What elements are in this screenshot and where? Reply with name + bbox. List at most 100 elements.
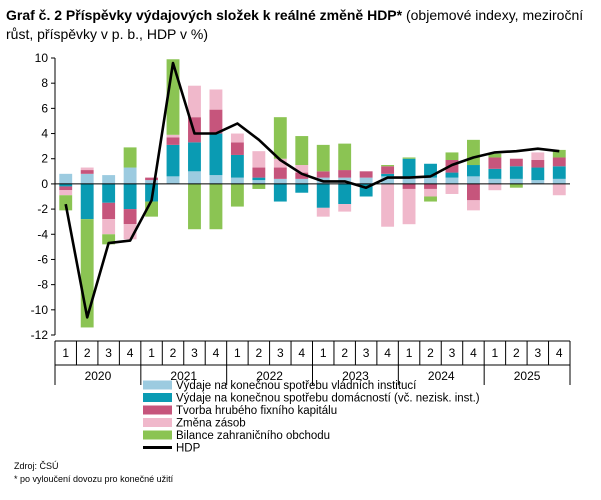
bar-0 xyxy=(488,178,502,184)
bar-4 xyxy=(402,157,416,159)
bar-4 xyxy=(488,153,502,158)
quarter-label: 3 xyxy=(191,346,198,360)
bar-3 xyxy=(338,204,352,212)
bar-4 xyxy=(188,183,201,230)
bar-2 xyxy=(338,170,352,178)
bar-3 xyxy=(424,188,437,197)
bar-4 xyxy=(552,149,566,158)
bar-2 xyxy=(59,186,73,191)
quarter-label: 3 xyxy=(534,346,541,360)
legend-label: Bilance zahraničního obchodu xyxy=(176,430,330,442)
bar-4 xyxy=(381,165,395,167)
bar-1 xyxy=(467,165,480,177)
y-tick-label: 0 xyxy=(41,177,48,191)
year-label: 2024 xyxy=(428,369,455,383)
bar-2 xyxy=(230,142,244,155)
year-label: 2020 xyxy=(85,369,112,383)
quarter-label: 4 xyxy=(298,346,305,360)
bar-0 xyxy=(166,176,180,184)
bar-3 xyxy=(295,165,309,173)
quarter-label: 2 xyxy=(170,346,177,360)
bar-3 xyxy=(273,158,287,168)
bar-1 xyxy=(80,183,94,220)
bar-1 xyxy=(123,183,137,210)
bar-3 xyxy=(381,183,395,227)
bar-0 xyxy=(145,180,158,184)
bar-0 xyxy=(552,178,566,184)
legend-swatch xyxy=(143,430,172,440)
bar-2 xyxy=(209,109,223,134)
bar-2 xyxy=(424,183,437,189)
bar-2 xyxy=(295,172,309,179)
y-tick-label: -12 xyxy=(31,328,49,342)
bar-2 xyxy=(552,157,566,167)
bar-0 xyxy=(273,178,287,184)
bar-1 xyxy=(531,167,545,181)
quarter-label: 3 xyxy=(277,346,284,360)
bar-3 xyxy=(402,188,416,225)
bar-1 xyxy=(316,183,330,208)
bar-3 xyxy=(166,134,180,138)
quarter-label: 1 xyxy=(62,346,69,360)
bar-3 xyxy=(445,183,459,194)
bar-0 xyxy=(188,171,201,184)
bar-1 xyxy=(230,154,244,178)
bar-0 xyxy=(509,178,523,184)
quarter-label: 4 xyxy=(213,346,220,360)
chart-title-bold: Graf č. 2 Příspěvky výdajových složek k … xyxy=(6,7,403,23)
quarter-label: 1 xyxy=(320,346,327,360)
bar-4 xyxy=(102,234,116,245)
bar-1 xyxy=(509,166,523,179)
bar-3 xyxy=(102,219,116,235)
quarter-label: 3 xyxy=(363,346,370,360)
legend-label: Výdaje na konečnou spotřebu domácností (… xyxy=(176,393,480,405)
bar-4 xyxy=(59,195,73,211)
bar-2 xyxy=(102,202,116,220)
bar-3 xyxy=(230,133,244,143)
bar-1 xyxy=(252,177,266,181)
y-tick-label: 10 xyxy=(35,51,49,65)
bar-3 xyxy=(552,183,566,196)
y-tick-label: 8 xyxy=(41,76,48,90)
bar-1 xyxy=(402,158,416,178)
legend-swatch xyxy=(143,393,172,402)
year-label: 2021 xyxy=(170,369,197,383)
bar-4 xyxy=(467,139,480,166)
bar-2 xyxy=(402,183,416,189)
footnote: * po vyloučení dovozu pro konečné užití xyxy=(14,474,174,484)
bar-2 xyxy=(467,183,480,201)
bar-1 xyxy=(102,183,116,203)
bar-4 xyxy=(252,183,266,189)
y-tick-label: -6 xyxy=(37,252,48,266)
bar-0 xyxy=(123,167,137,184)
legend-label: Změna zásob xyxy=(176,418,246,430)
bar-0 xyxy=(359,177,373,184)
legend-swatch xyxy=(143,380,172,390)
bar-0 xyxy=(531,180,545,184)
bar-2 xyxy=(166,137,180,145)
bar-3 xyxy=(531,152,545,160)
quarter-label: 4 xyxy=(556,346,563,360)
y-tick-label: 6 xyxy=(41,101,48,115)
bar-3 xyxy=(209,89,223,110)
bar-2 xyxy=(145,177,158,181)
bar-2 xyxy=(316,171,330,178)
quarter-label: 3 xyxy=(105,346,112,360)
bar-3 xyxy=(467,200,480,211)
bar-1 xyxy=(381,173,395,177)
bar-1 xyxy=(209,133,223,176)
legend-label: Výdaje na konečnou spotřebu vládních ins… xyxy=(176,380,417,392)
bar-2 xyxy=(531,159,545,168)
bar-1 xyxy=(295,183,309,193)
bar-0 xyxy=(102,175,116,184)
quarter-label: 2 xyxy=(84,346,91,360)
bar-4 xyxy=(230,183,244,207)
quarter-label: 1 xyxy=(148,346,155,360)
legend-swatch xyxy=(143,405,172,415)
year-label: 2025 xyxy=(514,369,541,383)
bar-4 xyxy=(273,117,287,159)
bar-2 xyxy=(509,158,523,167)
bar-3 xyxy=(488,183,502,191)
bar-2 xyxy=(273,167,287,179)
